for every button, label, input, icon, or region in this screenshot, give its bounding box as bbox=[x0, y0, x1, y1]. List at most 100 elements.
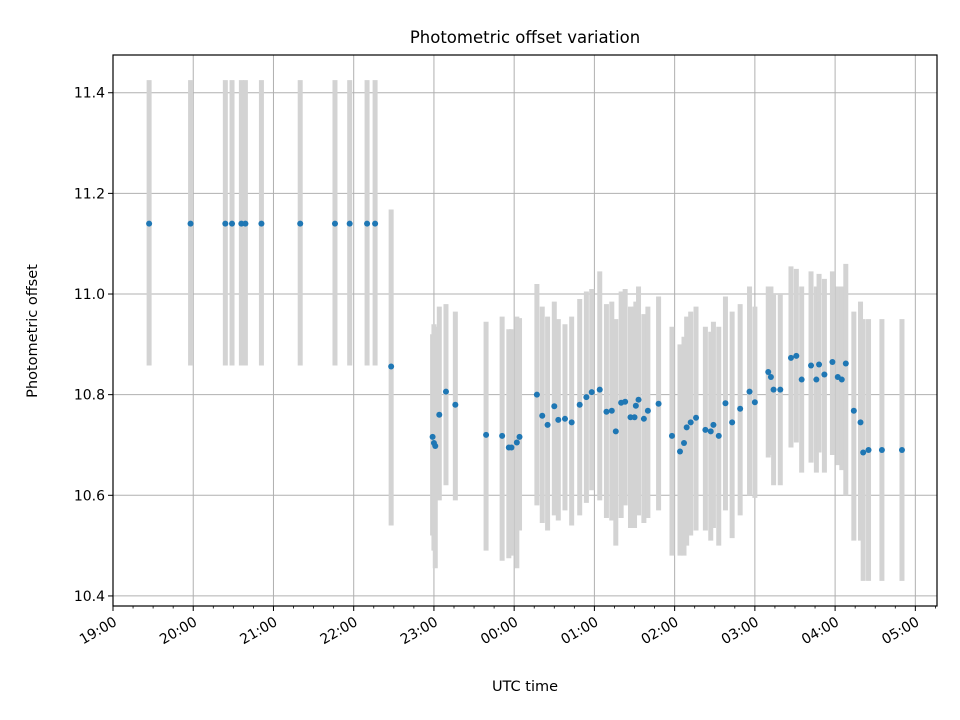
data-point bbox=[499, 432, 506, 439]
data-point bbox=[555, 416, 562, 423]
y-tick-label: 10.4 bbox=[74, 589, 105, 605]
y-tick-label: 11.4 bbox=[74, 86, 105, 102]
data-point bbox=[242, 220, 249, 227]
data-point bbox=[668, 432, 675, 439]
data-point bbox=[513, 439, 520, 446]
data-point bbox=[544, 421, 551, 428]
y-tick-label: 10.6 bbox=[74, 488, 105, 504]
x-axis-label: UTC time bbox=[492, 679, 558, 695]
data-point bbox=[568, 419, 575, 426]
data-point bbox=[533, 391, 540, 398]
data-point bbox=[576, 401, 583, 408]
y-tick-label: 11.2 bbox=[74, 186, 105, 202]
data-point bbox=[737, 405, 744, 412]
data-point bbox=[346, 220, 353, 227]
data-point bbox=[860, 449, 867, 456]
data-point bbox=[187, 220, 194, 227]
x-tick-label: 21:00 bbox=[237, 614, 280, 648]
data-point bbox=[442, 388, 449, 395]
data-point bbox=[813, 376, 820, 383]
data-point bbox=[707, 428, 714, 435]
data-point bbox=[765, 369, 772, 376]
data-point bbox=[898, 447, 905, 454]
data-point bbox=[798, 376, 805, 383]
data-point bbox=[588, 389, 595, 396]
data-point bbox=[850, 407, 857, 414]
plot-area bbox=[112, 54, 938, 607]
x-tick-label: 01:00 bbox=[558, 614, 601, 648]
data-point bbox=[297, 220, 304, 227]
x-tick-label: 05:00 bbox=[879, 614, 922, 648]
data-point bbox=[751, 399, 758, 406]
data-point bbox=[777, 386, 784, 393]
data-point bbox=[770, 386, 777, 393]
data-point bbox=[767, 374, 774, 381]
data-point bbox=[612, 428, 619, 435]
data-point bbox=[608, 407, 615, 414]
data-point bbox=[842, 360, 849, 367]
error-bars bbox=[146, 80, 905, 581]
data-point bbox=[640, 415, 647, 422]
data-point bbox=[687, 419, 694, 426]
data-point bbox=[878, 447, 885, 454]
data-point bbox=[865, 447, 872, 454]
data-point bbox=[693, 414, 700, 421]
data-point bbox=[229, 220, 236, 227]
data-point bbox=[508, 444, 515, 451]
data-point bbox=[631, 414, 638, 421]
y-axis: 10.4 10.6 10.8 11.0 11.2 11.4 bbox=[74, 86, 113, 605]
data-point bbox=[838, 376, 845, 383]
data-point bbox=[829, 358, 836, 365]
x-tick-label: 00:00 bbox=[478, 614, 521, 648]
data-point bbox=[722, 400, 729, 407]
data-point bbox=[516, 433, 523, 440]
data-point bbox=[622, 398, 629, 405]
data-point bbox=[561, 415, 568, 422]
data-point bbox=[388, 363, 395, 370]
y-axis-label: Photometric offset bbox=[25, 264, 41, 398]
data-point bbox=[632, 402, 639, 409]
x-tick-label: 04:00 bbox=[799, 614, 842, 648]
data-point bbox=[146, 220, 153, 227]
data-point bbox=[787, 354, 794, 361]
data-point bbox=[683, 424, 690, 431]
x-tick-label: 19:00 bbox=[77, 614, 120, 648]
data-point bbox=[746, 388, 753, 395]
data-point bbox=[539, 412, 546, 419]
chart-title: Photometric offset variation bbox=[410, 28, 640, 47]
x-tick-label: 23:00 bbox=[398, 614, 441, 648]
data-point bbox=[793, 352, 800, 359]
data-points bbox=[146, 220, 905, 456]
x-tick-label: 20:00 bbox=[157, 614, 200, 648]
data-point bbox=[372, 220, 379, 227]
data-point bbox=[702, 426, 709, 433]
data-point bbox=[729, 419, 736, 426]
data-point bbox=[483, 431, 490, 438]
data-point bbox=[436, 411, 443, 418]
data-point bbox=[816, 361, 823, 368]
data-point bbox=[655, 400, 662, 407]
data-point bbox=[715, 432, 722, 439]
data-point bbox=[635, 396, 642, 403]
data-point bbox=[710, 421, 717, 428]
x-tick-label: 22:00 bbox=[318, 614, 361, 648]
data-point bbox=[596, 386, 603, 393]
data-point bbox=[821, 371, 828, 378]
data-point bbox=[432, 442, 439, 449]
x-tick-label: 03:00 bbox=[719, 614, 762, 648]
data-point bbox=[603, 408, 610, 415]
data-point bbox=[364, 220, 371, 227]
data-point bbox=[676, 448, 683, 455]
data-point bbox=[331, 220, 338, 227]
y-tick-label: 10.8 bbox=[74, 388, 105, 404]
data-point bbox=[429, 433, 436, 440]
data-point bbox=[680, 439, 687, 446]
x-axis: 19:00 20:00 21:00 22:00 23:00 00:00 01:00 02:00… bbox=[77, 606, 936, 648]
data-point bbox=[808, 362, 815, 369]
data-point bbox=[551, 403, 558, 410]
y-tick-label: 11.0 bbox=[74, 287, 105, 303]
data-point bbox=[583, 394, 590, 401]
data-point bbox=[452, 401, 459, 408]
data-point bbox=[258, 220, 265, 227]
